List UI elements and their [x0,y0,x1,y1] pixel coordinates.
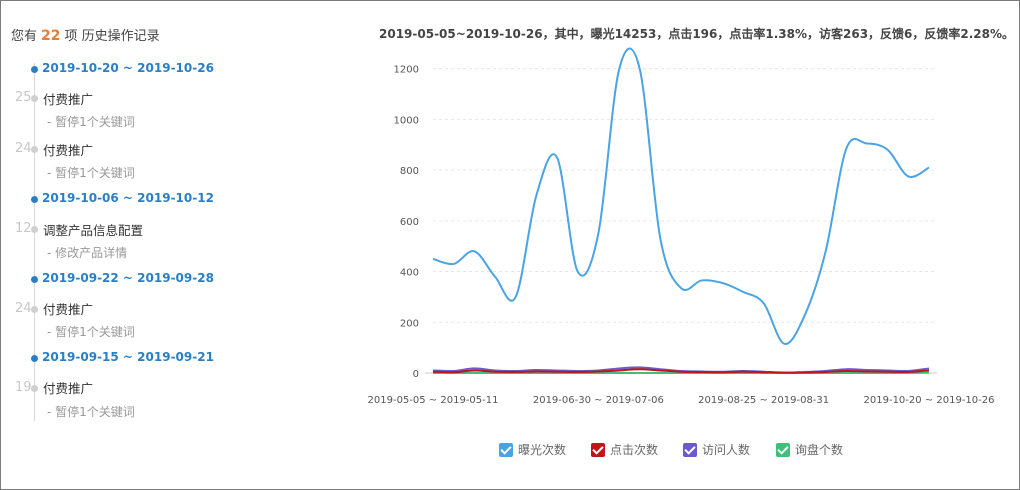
x-tick-label: 2019-05-05 ~ 2019-05-11 [368,395,499,406]
timeline-line [34,63,35,421]
y-tick-label: 600 [400,217,419,228]
series-line [432,368,930,374]
legend-checkbox-icon[interactable] [683,442,697,457]
y-tick-label: 800 [400,166,419,177]
legend-checkbox-icon[interactable] [776,442,790,457]
week-range-label: 2019-09-15 ~ 2019-09-21 [42,350,214,364]
legend-label: 点击次数 [610,443,659,457]
entry-dot [31,95,38,102]
week-marker-dot [31,355,38,362]
x-tick-label: 2019-10-20 ~ 2019-10-26 [864,395,995,406]
x-tick-label: 2019-06-30 ~ 2019-07-06 [533,395,664,406]
trend-line-chart: 0 200 400 600 800 1000 1200 2019-05-05 ~ 2019-0… [368,47,995,406]
entry-title: 付费推广 [43,302,94,317]
entry-title: 付费推广 [43,92,94,107]
y-tick-label: 400 [400,268,419,279]
week-range-label: 2019-09-22 ~ 2019-09-28 [42,271,214,285]
entry-detail: - 暂停1个关键词 [47,325,135,339]
day-number: 12 [15,221,32,236]
entry-dot [31,146,38,153]
y-tick-label: 0 [413,369,419,380]
legend-label: 曝光次数 [518,443,567,457]
entry-detail: - 暂停1个关键词 [47,115,135,129]
entry-dot [31,306,38,313]
day-number: 25 [15,90,32,105]
entry-title: 付费推广 [43,381,94,396]
day-number: 19 [15,380,32,395]
legend-item[interactable]: 点击次数 [591,441,658,458]
legend-label: 询盘个数 [795,443,844,457]
series-line [432,47,930,345]
week-marker-dot [31,66,38,73]
entry-detail: - 修改产品详情 [47,246,128,260]
entry-detail: - 暂停1个关键词 [47,405,135,419]
stats-summary: 2019-05-05~2019-10-26，其中，曝光14253，点击196，点… [379,27,1015,41]
entry-dot [31,385,38,392]
week-range-label: 2019-10-06 ~ 2019-10-12 [42,191,214,205]
history-prefix: 您有 [11,29,38,44]
history-panel: 您有 22 项 历史操作记录 2019-10-20 ~ 2019-10-26 25 … [1,1,341,489]
y-tick-label: 1200 [394,65,419,76]
legend-checkbox-icon[interactable] [591,442,605,457]
y-tick-label: 200 [400,318,419,329]
week-range-label: 2019-10-20 ~ 2019-10-26 [42,61,214,75]
legend-item[interactable]: 访问人数 [683,441,750,458]
entry-title: 付费推广 [43,143,94,158]
legend-item[interactable]: 询盘个数 [776,441,843,458]
day-number: 24 [15,301,32,316]
legend-item[interactable]: 曝光次数 [499,441,566,458]
week-marker-dot [31,196,38,203]
entry-detail: - 暂停1个关键词 [47,166,135,180]
entry-title: 调整产品信息配置 [43,223,144,238]
day-number: 24 [15,141,32,156]
x-tick-label: 2019-08-25 ~ 2019-08-31 [698,395,829,406]
history-count: 22 [41,28,61,44]
entry-dot [31,226,38,233]
legend-checkbox-icon[interactable] [499,442,513,457]
legend-label: 访问人数 [702,443,751,457]
week-marker-dot [31,276,38,283]
y-tick-label: 1000 [394,115,419,126]
history-suffix: 项 历史操作记录 [64,29,160,44]
history-header: 您有 22 项 历史操作记录 [11,25,160,44]
